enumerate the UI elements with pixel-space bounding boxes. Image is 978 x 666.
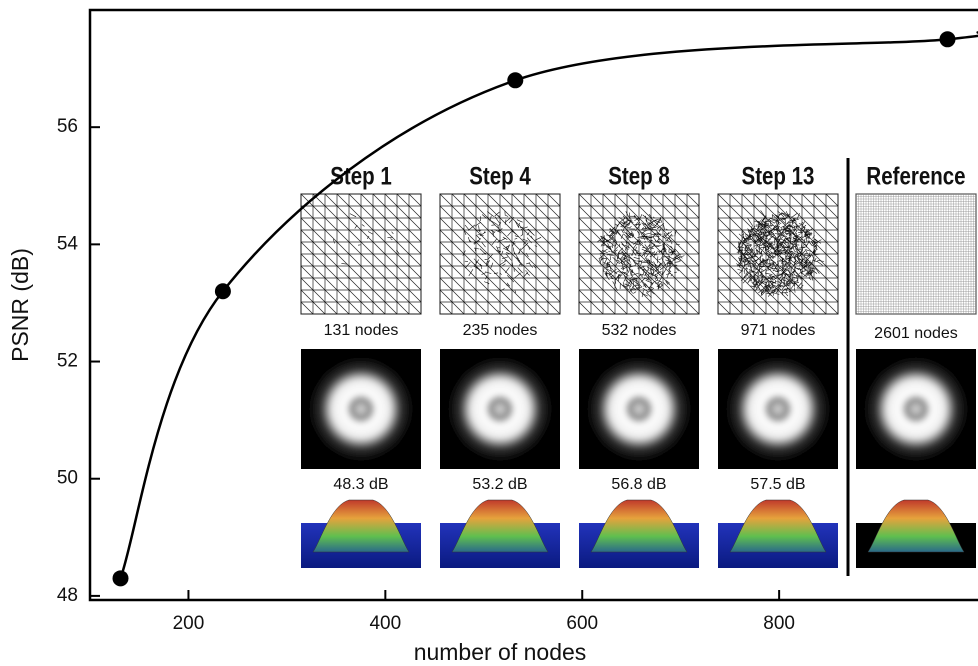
inset-title: Step 13 <box>742 162 815 190</box>
node-count: 235 nodes <box>463 322 538 339</box>
y-axis-label: PSNR (dB) <box>7 248 33 362</box>
inset-title: Step 4 <box>469 162 531 190</box>
inset-title: Step 8 <box>608 162 670 190</box>
point <box>939 31 955 47</box>
mesh-image <box>301 194 421 314</box>
point <box>507 72 523 88</box>
psnr-label: 53.2 dB <box>472 476 527 493</box>
node-count: 971 nodes <box>741 322 816 339</box>
node-count: 532 nodes <box>602 322 677 339</box>
blob <box>587 357 691 461</box>
surface-mound <box>730 500 826 552</box>
psnr-label: 56.8 dB <box>611 476 666 493</box>
surface-mound <box>313 500 409 552</box>
node-count: 131 nodes <box>324 322 399 339</box>
surface-mound <box>452 500 548 552</box>
x-tick-label: 800 <box>763 613 795 634</box>
chart: number of nodes PSNR (dB) 48 50 52 54 56 200 4… <box>0 0 978 666</box>
node-count: 2601 nodes <box>874 325 958 342</box>
x-tick-label: 200 <box>173 613 205 634</box>
surface-mound <box>591 500 687 552</box>
y-tick-label: 52 <box>57 351 78 372</box>
blob <box>448 357 552 461</box>
x-tick-label: 600 <box>566 613 598 634</box>
mesh-lines <box>301 194 421 314</box>
y-tick-label: 48 <box>57 585 78 606</box>
mesh-lines <box>440 194 560 314</box>
x-tick-label: 400 <box>369 613 401 634</box>
psnr-label: 48.3 dB <box>333 476 388 493</box>
blob <box>309 357 413 461</box>
blob <box>726 357 830 461</box>
mesh-image <box>856 194 976 314</box>
psnr-label: 57.5 dB <box>750 476 805 493</box>
point <box>215 283 231 299</box>
y-tick-label: 56 <box>57 116 78 137</box>
mesh-image <box>718 194 838 314</box>
surface-mound <box>868 500 964 552</box>
mesh-image <box>579 194 699 314</box>
blob <box>864 357 968 461</box>
point <box>113 570 129 586</box>
y-tick-label: 50 <box>57 468 78 489</box>
x-axis-label: number of nodes <box>414 639 587 665</box>
inset-title: Reference <box>866 162 965 190</box>
mesh-lines <box>579 194 699 314</box>
y-tick-label: 54 <box>57 233 79 254</box>
mesh-image <box>440 194 560 314</box>
